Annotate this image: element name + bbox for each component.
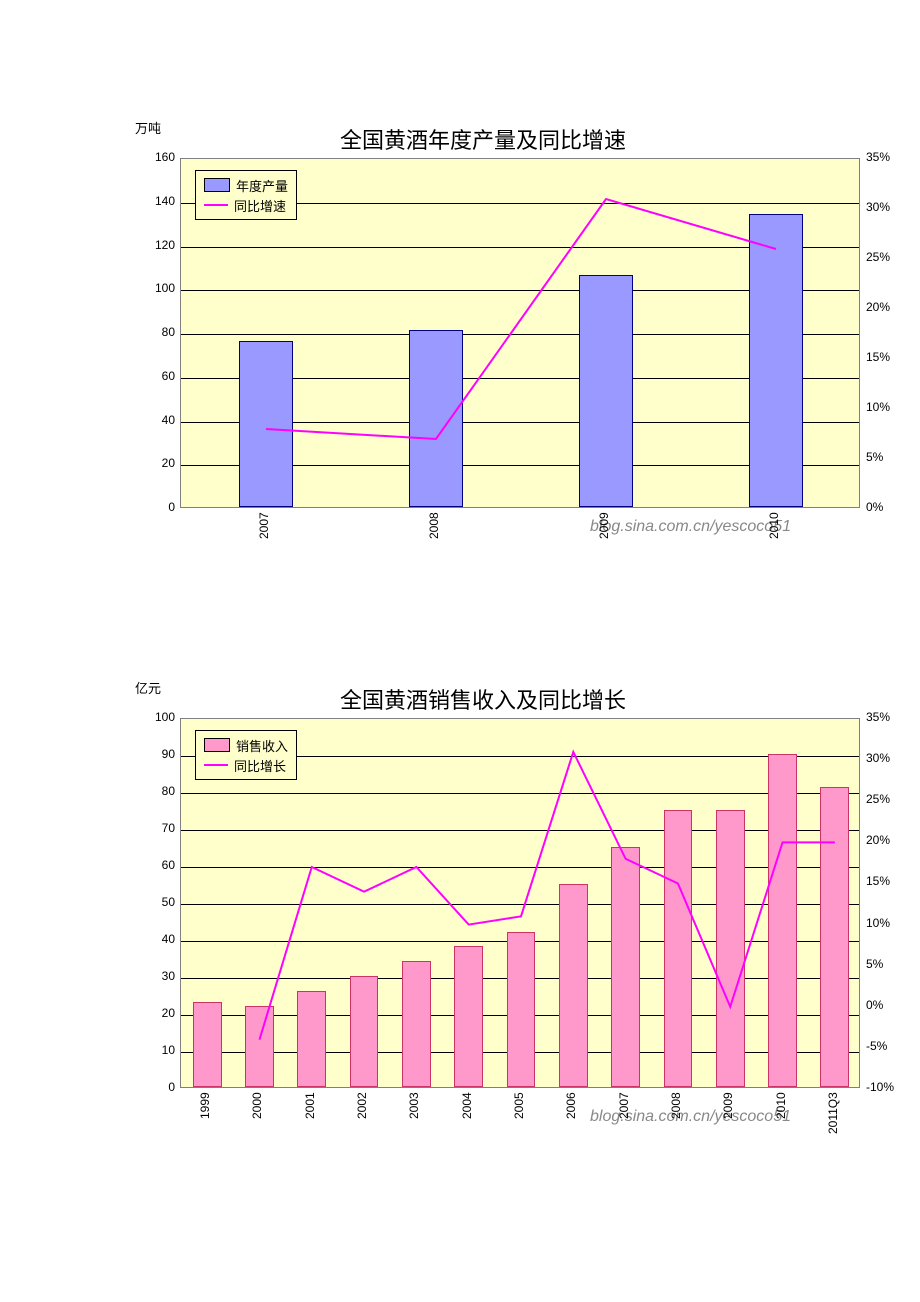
y-right-tick: 30%: [866, 200, 890, 214]
y-right-tick: 35%: [866, 710, 890, 724]
y-left-tick: 160: [145, 150, 175, 164]
y-left-tick: 100: [145, 281, 175, 295]
legend-item: 同比增速: [204, 195, 288, 215]
y-right-tick: 25%: [866, 792, 890, 806]
legend-swatch: [204, 178, 230, 192]
y-left-tick: 80: [145, 325, 175, 339]
y-right-tick: 30%: [866, 751, 890, 765]
chart1-legend: 年度产量同比增速: [195, 170, 297, 220]
y-left-tick: 0: [145, 500, 175, 514]
y-right-tick: 5%: [866, 957, 883, 971]
bar: [507, 932, 536, 1087]
x-tick: 2010: [774, 1092, 788, 1152]
bar: [454, 946, 483, 1087]
y-left-tick: 20: [145, 1006, 175, 1020]
x-tick: 2007: [617, 1092, 631, 1152]
y-left-tick: 40: [145, 932, 175, 946]
y-left-tick: 50: [145, 895, 175, 909]
x-tick: 1999: [198, 1092, 212, 1152]
chart2-y-unit: 亿元: [135, 678, 161, 697]
chart1-y-unit: 万吨: [135, 118, 161, 137]
chart2-legend: 销售收入同比增长: [195, 730, 297, 780]
y-right-tick: 10%: [866, 916, 890, 930]
legend-label: 销售收入: [236, 736, 288, 755]
bar: [579, 275, 633, 507]
y-left-tick: 140: [145, 194, 175, 208]
y-left-tick: 90: [145, 747, 175, 761]
bar: [409, 330, 463, 507]
x-tick: 2008: [669, 1092, 683, 1152]
legend-label: 年度产量: [236, 176, 288, 195]
legend-label: 同比增长: [234, 756, 286, 775]
bar: [820, 787, 849, 1087]
page: 万吨 全国黄酒年度产量及同比增速 年度产量同比增速 blog.sina.com.…: [0, 0, 920, 1302]
chart1: 万吨 全国黄酒年度产量及同比增速 年度产量同比增速 blog.sina.com.…: [140, 118, 900, 598]
x-tick: 2006: [564, 1092, 578, 1152]
legend-line-icon: [204, 204, 228, 206]
x-tick: 2003: [407, 1092, 421, 1152]
legend-item: 同比增长: [204, 755, 288, 775]
legend-line-icon: [204, 764, 228, 766]
x-tick: 2007: [257, 512, 271, 572]
x-tick: 2011Q3: [826, 1092, 840, 1152]
x-tick: 2005: [512, 1092, 526, 1152]
chart2: 亿元 全国黄酒销售收入及同比增长 销售收入同比增长 blog.sina.com.…: [140, 678, 900, 1198]
y-left-tick: 80: [145, 784, 175, 798]
x-tick: 2001: [303, 1092, 317, 1152]
y-left-tick: 40: [145, 413, 175, 427]
y-right-tick: 25%: [866, 250, 890, 264]
y-left-tick: 30: [145, 969, 175, 983]
y-left-tick: 100: [145, 710, 175, 724]
y-left-tick: 60: [145, 369, 175, 383]
bar: [245, 1006, 274, 1087]
y-right-tick: -5%: [866, 1039, 887, 1053]
x-tick: 2009: [597, 512, 611, 572]
y-left-tick: 60: [145, 858, 175, 872]
chart2-title: 全国黄酒销售收入及同比增长: [340, 683, 626, 715]
y-left-tick: 0: [145, 1080, 175, 1094]
x-tick: 2002: [355, 1092, 369, 1152]
y-right-tick: 0%: [866, 500, 883, 514]
y-right-tick: 15%: [866, 874, 890, 888]
bar: [716, 810, 745, 1088]
y-right-tick: 20%: [866, 833, 890, 847]
y-right-tick: 5%: [866, 450, 883, 464]
bar: [297, 991, 326, 1087]
y-left-tick: 120: [145, 238, 175, 252]
watermark-1: blog.sina.com.cn/yescoco51: [590, 518, 791, 536]
bar: [193, 1002, 222, 1087]
legend-item: 年度产量: [204, 175, 288, 195]
bar: [768, 754, 797, 1087]
bar: [749, 214, 803, 507]
y-left-tick: 20: [145, 456, 175, 470]
x-tick: 2004: [460, 1092, 474, 1152]
y-right-tick: -10%: [866, 1080, 894, 1094]
bar: [611, 847, 640, 1088]
legend-label: 同比增速: [234, 196, 286, 215]
bar: [239, 341, 293, 507]
chart1-title: 全国黄酒年度产量及同比增速: [340, 123, 626, 155]
y-right-tick: 35%: [866, 150, 890, 164]
y-right-tick: 10%: [866, 400, 890, 414]
x-tick: 2009: [721, 1092, 735, 1152]
x-tick: 2010: [767, 512, 781, 572]
legend-item: 销售收入: [204, 735, 288, 755]
y-right-tick: 20%: [866, 300, 890, 314]
y-right-tick: 0%: [866, 998, 883, 1012]
y-left-tick: 70: [145, 821, 175, 835]
bar: [664, 810, 693, 1088]
y-left-tick: 10: [145, 1043, 175, 1057]
bar: [350, 976, 379, 1087]
x-tick: 2008: [427, 512, 441, 572]
y-right-tick: 15%: [866, 350, 890, 364]
bar: [402, 961, 431, 1087]
x-tick: 2000: [250, 1092, 264, 1152]
legend-swatch: [204, 738, 230, 752]
bar: [559, 884, 588, 1088]
